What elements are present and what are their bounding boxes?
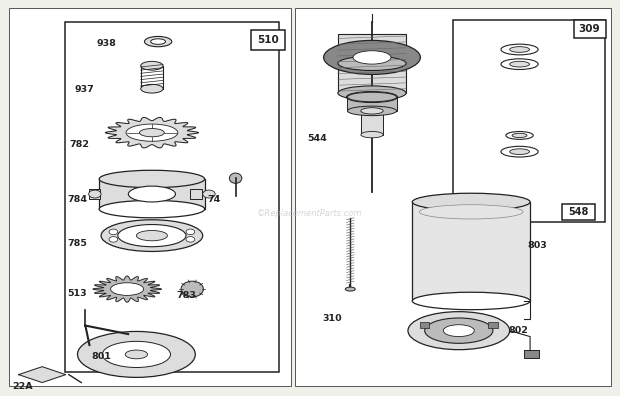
Ellipse shape: [510, 61, 529, 67]
Polygon shape: [93, 276, 161, 302]
Bar: [412, 202, 530, 301]
Bar: [65, 22, 279, 372]
Ellipse shape: [99, 200, 205, 218]
Bar: [251, 30, 285, 50]
Ellipse shape: [109, 236, 118, 242]
Polygon shape: [105, 118, 198, 148]
Ellipse shape: [338, 56, 406, 70]
Text: 802: 802: [508, 326, 528, 335]
Bar: [294, 8, 611, 386]
Ellipse shape: [506, 131, 533, 139]
Bar: [347, 97, 397, 111]
Ellipse shape: [186, 236, 195, 242]
Bar: [338, 34, 406, 93]
Text: 22A: 22A: [12, 382, 33, 390]
Ellipse shape: [425, 318, 493, 343]
Ellipse shape: [347, 91, 397, 103]
Text: 937: 937: [74, 85, 94, 93]
Ellipse shape: [510, 47, 529, 52]
Ellipse shape: [140, 129, 164, 137]
Text: 782: 782: [69, 140, 89, 149]
Ellipse shape: [181, 281, 203, 297]
Bar: [361, 111, 383, 135]
Ellipse shape: [419, 205, 523, 219]
Ellipse shape: [347, 106, 397, 116]
Ellipse shape: [501, 44, 538, 55]
Text: 310: 310: [322, 314, 342, 323]
Ellipse shape: [89, 190, 101, 198]
Bar: [141, 66, 163, 89]
Ellipse shape: [136, 230, 167, 241]
Text: 74: 74: [208, 196, 221, 204]
Bar: [562, 204, 595, 220]
Text: 803: 803: [527, 241, 547, 250]
Ellipse shape: [347, 92, 397, 102]
Ellipse shape: [144, 36, 172, 47]
Ellipse shape: [443, 325, 474, 337]
Ellipse shape: [345, 287, 355, 291]
Bar: [488, 322, 498, 328]
Ellipse shape: [141, 61, 163, 70]
Ellipse shape: [338, 86, 406, 100]
Text: 510: 510: [257, 35, 279, 45]
Ellipse shape: [361, 131, 383, 138]
Text: 784: 784: [67, 196, 87, 204]
Ellipse shape: [186, 229, 195, 235]
Ellipse shape: [125, 350, 148, 359]
Bar: [420, 322, 430, 328]
Bar: [99, 179, 205, 209]
Ellipse shape: [151, 39, 166, 44]
Text: 309: 309: [579, 24, 600, 34]
Bar: [9, 8, 291, 386]
Text: 783: 783: [177, 291, 197, 299]
Ellipse shape: [141, 84, 163, 93]
Bar: [574, 20, 606, 38]
Ellipse shape: [128, 186, 175, 202]
Bar: [190, 189, 202, 199]
Ellipse shape: [501, 59, 538, 69]
Ellipse shape: [118, 225, 186, 247]
Text: 544: 544: [307, 134, 327, 143]
Ellipse shape: [229, 173, 242, 183]
Ellipse shape: [353, 51, 391, 64]
Ellipse shape: [101, 220, 203, 251]
Ellipse shape: [102, 341, 170, 367]
Text: ©ReplacementParts.com: ©ReplacementParts.com: [257, 209, 363, 218]
Bar: [453, 20, 604, 222]
Ellipse shape: [78, 331, 195, 377]
Ellipse shape: [99, 170, 205, 188]
Ellipse shape: [412, 292, 530, 310]
Ellipse shape: [501, 146, 538, 157]
Polygon shape: [19, 367, 66, 383]
Ellipse shape: [408, 312, 510, 350]
Ellipse shape: [510, 149, 529, 154]
Text: 548: 548: [569, 207, 588, 217]
Ellipse shape: [361, 108, 383, 114]
Text: 801: 801: [92, 352, 112, 361]
Text: 513: 513: [67, 289, 87, 297]
Bar: [524, 350, 539, 358]
Ellipse shape: [324, 40, 420, 74]
Ellipse shape: [203, 190, 215, 198]
Ellipse shape: [126, 124, 178, 141]
Ellipse shape: [512, 133, 527, 137]
Text: 785: 785: [67, 239, 87, 248]
Bar: [89, 189, 100, 199]
Ellipse shape: [412, 193, 530, 211]
Ellipse shape: [110, 283, 144, 295]
Ellipse shape: [109, 229, 118, 235]
Text: 938: 938: [96, 39, 116, 48]
